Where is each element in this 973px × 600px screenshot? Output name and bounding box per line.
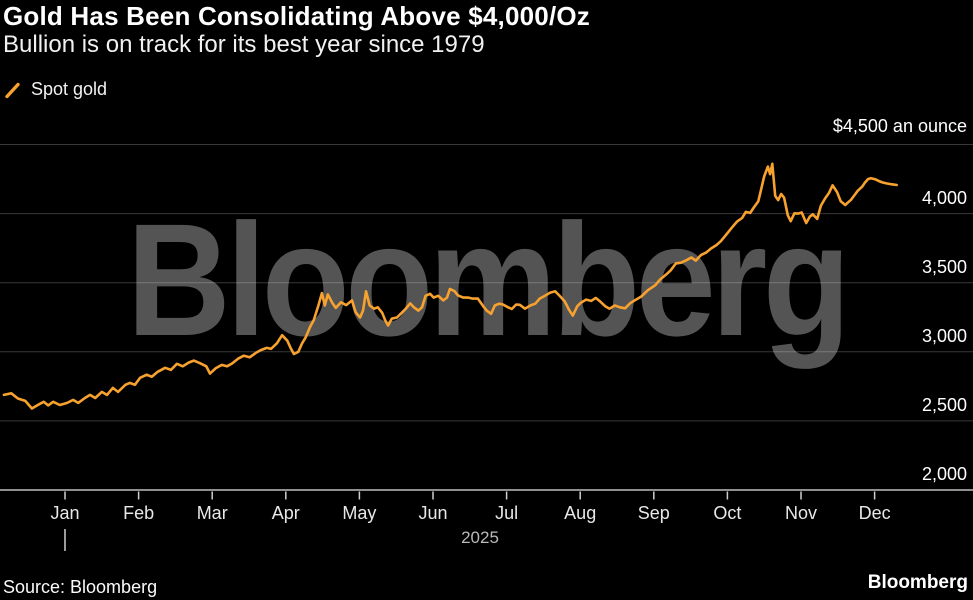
chart-title: Gold Has Been Consolidating Above $4,000… — [3, 1, 590, 31]
bloomberg-watermark: Bloomberg — [126, 190, 851, 369]
bloomberg-logo: Bloomberg — [867, 572, 968, 593]
legend: Spot gold — [4, 79, 107, 100]
source-note: Source: Bloomberg — [3, 577, 158, 597]
chart-subtitle: Bullion is on track for its best year si… — [3, 31, 485, 58]
legend-label: Spot gold — [31, 79, 108, 99]
spot-gold-line — [2, 162, 899, 410]
spot-gold-swatch-icon — [5, 82, 20, 98]
